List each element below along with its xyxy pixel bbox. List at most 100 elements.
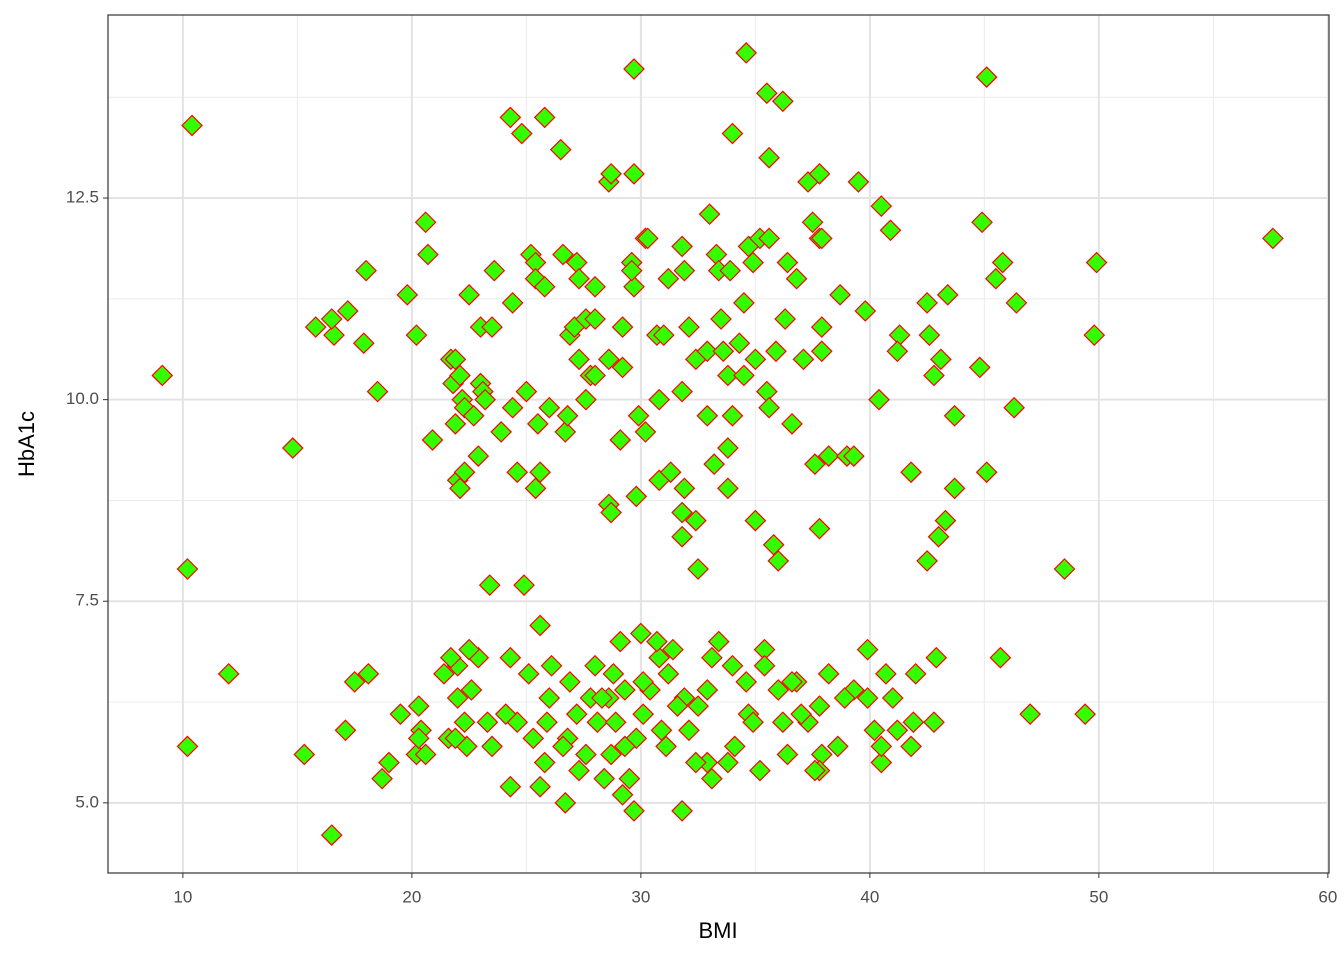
y-tick-label: 12.5 [66, 188, 99, 207]
point [847, 171, 870, 193]
point [925, 646, 948, 669]
point [526, 412, 549, 435]
point [597, 348, 620, 371]
x-tick-label: 20 [402, 887, 421, 906]
point [684, 751, 707, 774]
point [701, 646, 723, 669]
point [600, 743, 622, 766]
point [613, 679, 636, 701]
point [494, 703, 517, 725]
point [405, 324, 428, 346]
point [648, 388, 671, 411]
point [687, 558, 709, 580]
point [767, 550, 790, 572]
point [343, 671, 366, 693]
point [749, 759, 771, 782]
point [701, 767, 723, 790]
point [478, 574, 501, 596]
point [923, 364, 945, 387]
point [604, 711, 627, 734]
point [554, 421, 577, 443]
point [501, 396, 524, 419]
point [771, 711, 794, 734]
point [584, 364, 606, 387]
point [151, 364, 174, 387]
point [886, 719, 909, 742]
point [684, 509, 707, 532]
point [817, 662, 840, 685]
point [991, 251, 1014, 274]
point [304, 316, 327, 338]
point [666, 695, 689, 717]
point [671, 525, 693, 548]
point [744, 509, 767, 532]
point [753, 654, 776, 677]
point [529, 614, 551, 637]
point [655, 735, 677, 758]
point [984, 267, 1007, 290]
point [481, 735, 503, 758]
point [742, 711, 764, 734]
points [151, 42, 1284, 846]
point [476, 711, 499, 734]
point [613, 735, 636, 758]
y-axis-title: HbA1c [14, 411, 39, 477]
point [808, 163, 831, 185]
point [717, 364, 739, 387]
point [650, 719, 673, 742]
point [556, 404, 579, 427]
point [499, 106, 522, 129]
point [767, 679, 790, 701]
point [817, 445, 840, 467]
point [808, 517, 831, 540]
point [499, 775, 522, 798]
point [506, 461, 529, 484]
point [623, 163, 645, 185]
point [733, 292, 755, 314]
point [217, 662, 240, 685]
point [474, 388, 497, 411]
point [755, 82, 778, 105]
point [870, 735, 893, 758]
point [671, 380, 693, 403]
point [721, 404, 744, 427]
point [600, 163, 622, 185]
point [632, 703, 655, 725]
point [717, 477, 739, 500]
point [863, 719, 886, 742]
point [900, 461, 922, 484]
point [421, 429, 444, 451]
point [659, 461, 682, 484]
point [868, 388, 890, 411]
x-tick-label: 10 [173, 887, 192, 906]
x-tick-label: 50 [1089, 887, 1108, 906]
point [918, 324, 941, 346]
point [804, 453, 826, 476]
point [407, 695, 430, 717]
point [870, 751, 893, 774]
point [584, 308, 606, 330]
point [568, 759, 590, 782]
point [559, 671, 581, 693]
point [717, 751, 739, 774]
point [584, 275, 606, 298]
point [575, 388, 597, 411]
point [552, 735, 574, 758]
point [774, 308, 796, 330]
point [943, 404, 966, 427]
point [657, 662, 680, 685]
point [854, 300, 877, 322]
point [1083, 324, 1106, 346]
point [943, 477, 966, 500]
point [609, 429, 632, 451]
point [721, 654, 744, 677]
y-tick-label: 7.5 [75, 591, 99, 610]
point [334, 719, 357, 742]
point [371, 767, 393, 790]
point [627, 404, 650, 427]
point [717, 437, 739, 459]
point [1019, 703, 1042, 725]
point [879, 219, 902, 242]
point [881, 687, 904, 709]
point [1005, 292, 1028, 314]
